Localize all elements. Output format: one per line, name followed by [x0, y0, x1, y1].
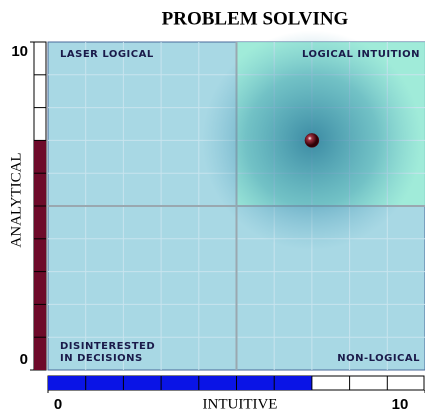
point — [304, 133, 320, 148]
plot — [48, 30, 425, 370]
quadrant-label: LOGICAL INTUITION — [302, 49, 420, 60]
quadrant-label: IN DECISIONS — [60, 353, 143, 364]
y-tick-label: 10 — [11, 43, 28, 60]
x-meter-fill — [48, 376, 312, 390]
quadrant-label: LASER LOGICAL — [60, 49, 154, 60]
quadrant-label: NON-LOGICAL — [337, 353, 420, 364]
x-axis-label: INTUITIVE — [203, 396, 278, 412]
y-meter-fill — [34, 140, 46, 370]
y-tick-label: 0 — [20, 351, 28, 368]
x-tick-label: 0 — [54, 396, 62, 413]
chart-title: PROBLEM SOLVING — [162, 8, 349, 29]
y-axis-label: ANALYTICAL — [8, 152, 24, 247]
quadrant-label: DISINTERESTED — [60, 341, 155, 352]
x-tick-label: 10 — [392, 396, 409, 413]
